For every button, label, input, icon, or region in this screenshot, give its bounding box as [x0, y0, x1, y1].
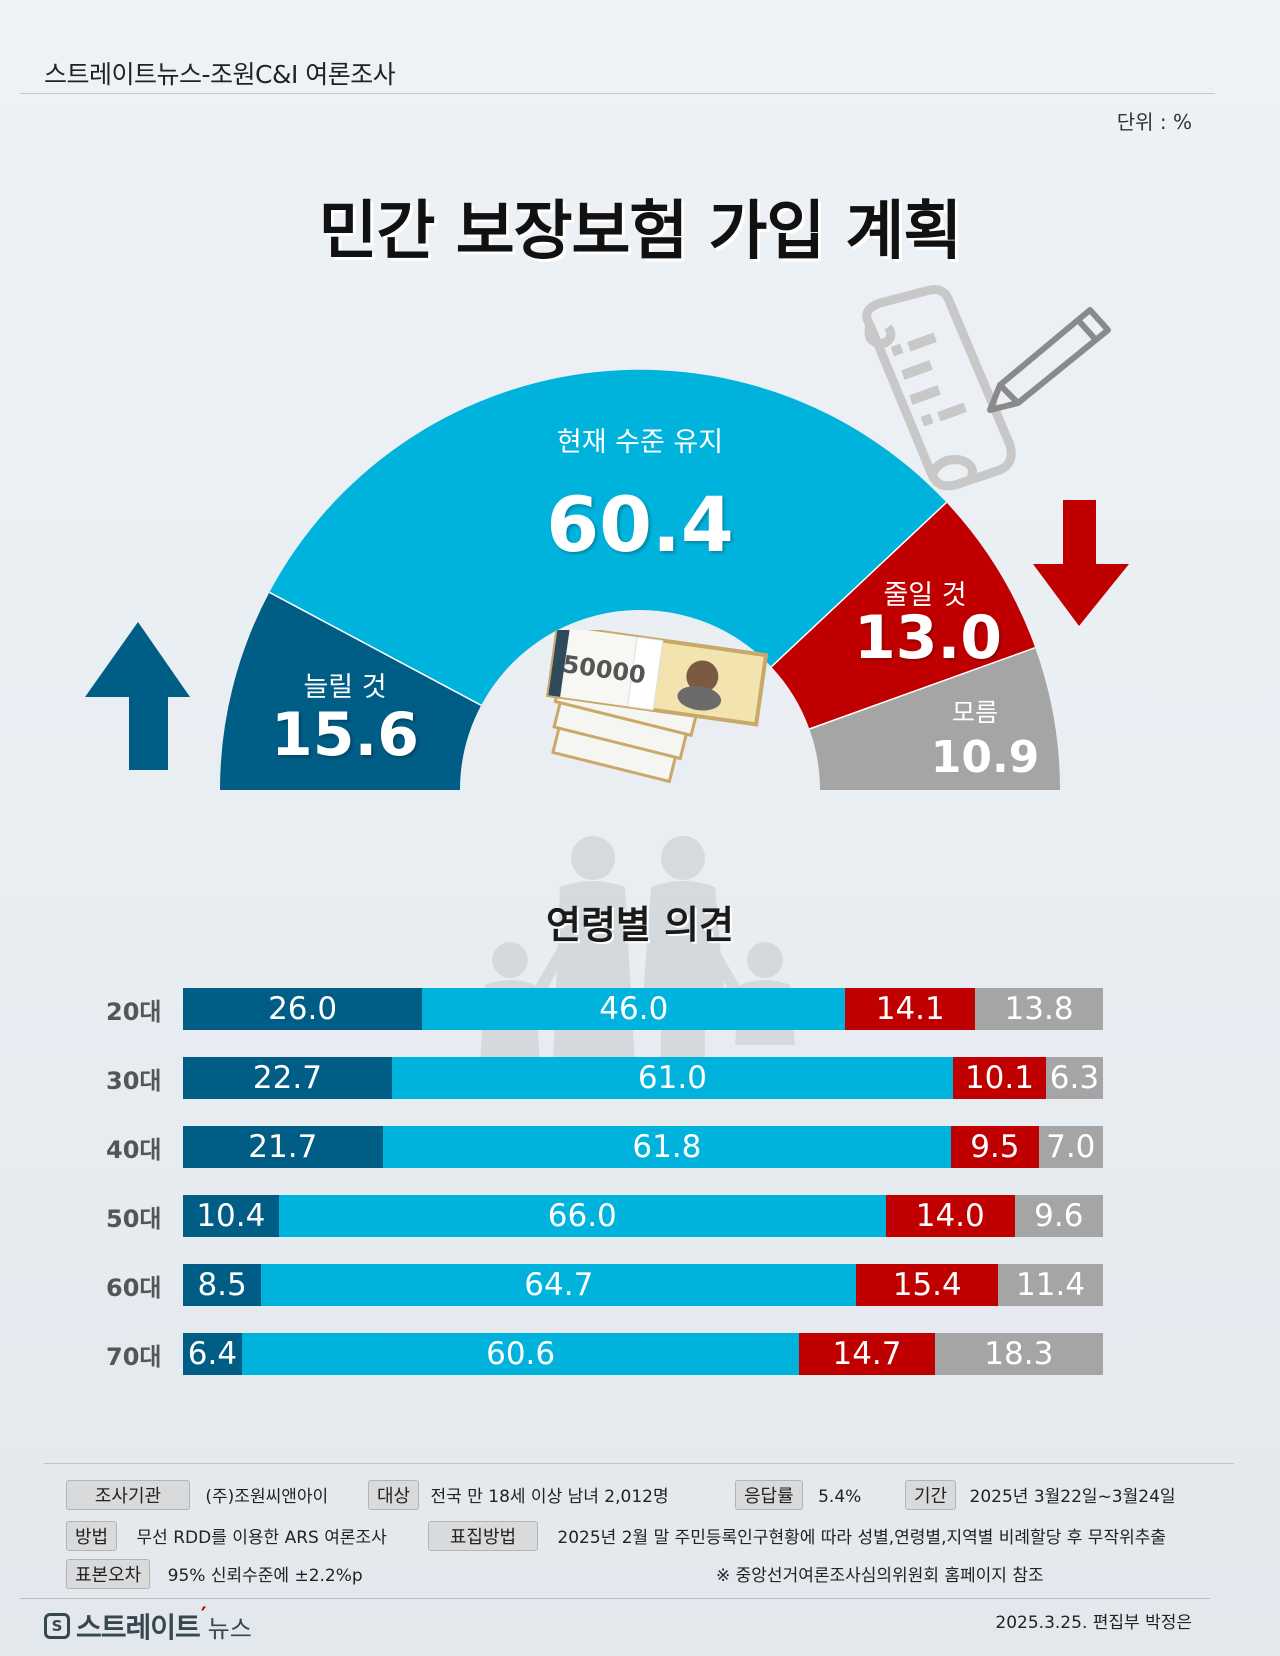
age-section-title: 연령별 의견	[545, 903, 735, 947]
period-value: 2025년 3월22일~3월24일	[969, 1487, 1176, 1507]
target-value: 전국 만 18세 이상 남녀 2,012명	[430, 1487, 669, 1507]
survey-source-title: 스트레이트뉴스-조원C&I 여론조사	[44, 60, 396, 89]
survey-agency: 조사기관 (주)조원씨앤아이	[66, 1480, 328, 1510]
bar-seg-decrease: 14.0	[885, 1195, 1015, 1237]
footer-divider	[20, 1598, 1210, 1599]
bar-seg-maintain: 60.6	[241, 1333, 800, 1375]
bar-seg-increase: 10.4	[183, 1195, 279, 1237]
bar-seg-maintain: 61.8	[382, 1126, 952, 1168]
age-row-50s: 50대 10.4 66.0 14.0 9.6	[100, 1195, 1103, 1237]
survey-period: 기간 2025년 3월22일~3월24일	[905, 1480, 1176, 1510]
response-value: 5.4%	[818, 1487, 862, 1507]
age-label: 20대	[106, 997, 162, 1026]
tag-error: 표본오차	[66, 1559, 151, 1589]
bar-seg-increase: 26.0	[183, 988, 423, 1030]
stacked-bar: 26.0 46.0 14.1 13.8	[183, 988, 1103, 1030]
survey-margin-error: 표본오차 95% 신뢰수준에 ±2.2%p	[66, 1559, 363, 1589]
bar-seg-unknown: 18.3	[934, 1333, 1103, 1375]
tag-agency: 조사기관	[66, 1480, 190, 1510]
age-label: 50대	[106, 1204, 162, 1233]
bar-seg-decrease: 10.1	[953, 1057, 1046, 1099]
bar-seg-decrease: 15.4	[856, 1264, 999, 1306]
bar-seg-unknown: 11.4	[998, 1264, 1103, 1306]
age-label: 40대	[106, 1135, 162, 1164]
half-donut-chart	[85, 369, 1129, 790]
value-decrease: 13.0	[853, 603, 1003, 673]
bar-seg-maintain: 46.0	[422, 988, 846, 1030]
age-label: 60대	[106, 1273, 162, 1302]
segment-decrease	[771, 502, 1036, 729]
survey-target: 대상 전국 만 18세 이상 남녀 2,012명	[368, 1480, 669, 1510]
survey-sampling: 표집방법 2025년 2월 말 주민등록인구현황에 따라 성별,연령별,지역별 …	[428, 1521, 1166, 1551]
down-arrow-icon	[1033, 500, 1129, 626]
label-decrease: 줄일 것	[883, 580, 967, 611]
survey-response-rate: 응답률 5.4%	[735, 1480, 861, 1510]
error-value: 95% 신뢰수준에 ±2.2%p	[167, 1566, 363, 1586]
tag-sampling: 표집방법	[428, 1521, 538, 1551]
bar-seg-maintain: 66.0	[278, 1195, 886, 1237]
bar-seg-increase: 6.4	[183, 1333, 242, 1375]
sampling-value: 2025년 2월 말 주민등록인구현황에 따라 성별,연령별,지역별 비례할당 …	[557, 1528, 1167, 1548]
age-row-60s: 60대 8.5 64.7 15.4 11.4	[100, 1264, 1103, 1306]
page-title: 민간 보장보험 가입 계획	[318, 195, 963, 269]
bar-seg-maintain: 64.7	[261, 1264, 857, 1306]
bar-seg-maintain: 61.0	[391, 1057, 954, 1099]
label-maintain: 현재 수준 유지	[556, 427, 724, 458]
bar-seg-unknown: 9.6	[1014, 1195, 1103, 1237]
segment-unknown	[809, 647, 1060, 790]
bar-seg-decrease: 9.5	[951, 1126, 1039, 1168]
credit-line: 2025.3.25. 편집부 박정은	[995, 1613, 1192, 1633]
value-increase: 15.6	[270, 700, 420, 770]
tag-method: 방법	[66, 1521, 118, 1551]
segment-maintain	[269, 369, 947, 706]
survey-method: 방법 무선 RDD를 이용한 ARS 여론조사	[66, 1521, 387, 1551]
bar-seg-decrease: 14.7	[799, 1333, 935, 1375]
info-divider	[44, 1463, 1234, 1464]
scroll-pencil-icon	[862, 285, 1111, 491]
age-row-40s: 40대 21.7 61.8 9.5 7.0	[100, 1126, 1103, 1168]
top-divider	[20, 93, 1215, 94]
age-label: 70대	[106, 1342, 162, 1371]
logo-sub-text: 뉴스	[207, 1614, 252, 1643]
survey-note: ※ 중앙선거여론조사심의위원회 홈페이지 참조	[716, 1566, 1044, 1586]
up-arrow-icon	[85, 622, 190, 770]
tag-target: 대상	[368, 1480, 420, 1510]
brand-logo: S 스트레이트 ′ 뉴스	[44, 1603, 252, 1646]
unit-label: 단위 : %	[1116, 110, 1192, 134]
value-maintain: 60.4	[546, 480, 734, 569]
stacked-bar: 10.4 66.0 14.0 9.6	[183, 1195, 1103, 1237]
tag-response: 응답률	[735, 1480, 803, 1510]
bar-seg-increase: 8.5	[183, 1264, 262, 1306]
segment-increase	[219, 592, 482, 790]
logo-accent-icon: ′	[200, 1603, 207, 1629]
bar-seg-increase: 21.7	[183, 1126, 383, 1168]
stacked-bar: 6.4 60.6 14.7 18.3	[183, 1333, 1103, 1375]
value-unknown: 10.9	[930, 732, 1040, 783]
money-bundle-icon: 50000	[545, 630, 769, 784]
tag-period: 기간	[905, 1480, 957, 1510]
bar-seg-decrease: 14.1	[845, 988, 976, 1030]
agency-value: (주)조원씨앤아이	[205, 1487, 329, 1507]
method-value: 무선 RDD를 이용한 ARS 여론조사	[136, 1528, 387, 1548]
age-row-70s: 70대 6.4 60.6 14.7 18.3	[100, 1333, 1103, 1375]
bar-seg-unknown: 7.0	[1038, 1126, 1103, 1168]
label-increase: 늘릴 것	[303, 672, 387, 703]
age-row-30s: 30대 22.7 61.0 10.1 6.3	[100, 1057, 1103, 1099]
bar-seg-unknown: 6.3	[1045, 1057, 1103, 1099]
logo-main-text: 스트레이트	[76, 1611, 201, 1644]
bar-seg-increase: 22.7	[183, 1057, 392, 1099]
logo-mark-icon: S	[44, 1613, 70, 1639]
age-row-20s: 20대 26.0 46.0 14.1 13.8	[100, 988, 1103, 1030]
stacked-bar: 8.5 64.7 15.4 11.4	[183, 1264, 1103, 1306]
stacked-bar: 22.7 61.0 10.1 6.3	[183, 1057, 1103, 1099]
stacked-bar: 21.7 61.8 9.5 7.0	[183, 1126, 1103, 1168]
label-unknown: 모름	[951, 698, 998, 727]
age-label: 30대	[106, 1066, 162, 1095]
bar-seg-unknown: 13.8	[975, 988, 1103, 1030]
